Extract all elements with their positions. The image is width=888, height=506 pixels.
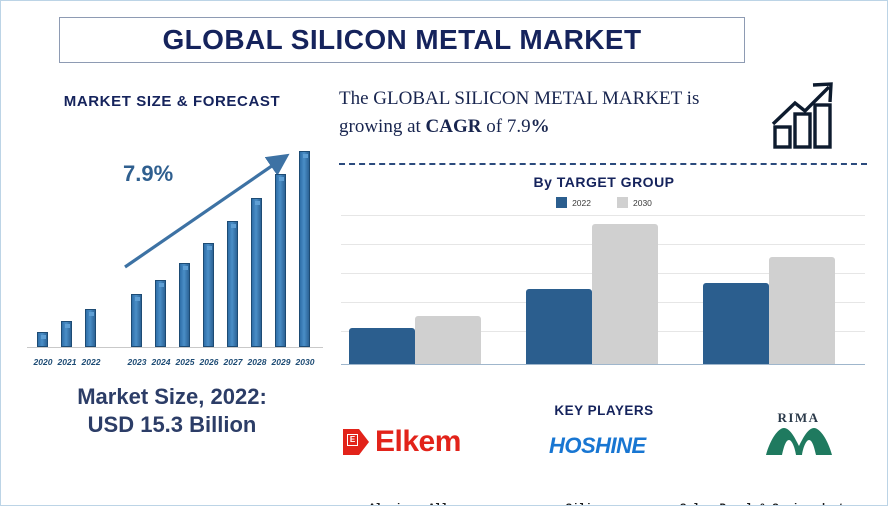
market-size-line-2: USD 15.3 Billion [87, 412, 257, 438]
cagr-statement: The GLOBAL SILICON METAL MARKET is growi… [339, 85, 759, 140]
market-size-forecast-panel: MARKET SIZE & FORECAST 7.9% 2020 2021 2022… [11, 83, 333, 493]
target-group-category-label: Aluminum Alloy [315, 503, 515, 505]
logo-rima[interactable]: RIMA [741, 405, 856, 461]
chart-legend: 2022 2030 [337, 197, 871, 208]
forecast-bar [299, 151, 310, 347]
market-size-line-1: Market Size, 2022: [77, 384, 267, 409]
target-group-bar [415, 316, 481, 364]
page-title: GLOBAL SILICON METAL MARKET [162, 24, 642, 55]
title-box: GLOBAL SILICON METAL MARKET [59, 17, 745, 63]
logo-elkem[interactable]: E Elkem [343, 425, 461, 459]
growth-chart-icon [771, 82, 833, 149]
rima-wordmark: RIMA [777, 410, 820, 425]
forecast-year-label: 2025 [175, 357, 195, 367]
forecast-year-label: 2023 [127, 357, 147, 367]
logo-hoshine[interactable]: HOSHINE [549, 433, 646, 458]
forecast-year-label: 2029 [271, 357, 291, 367]
cagr-statement-pre: The GLOBAL SILICON METAL MARKET is growi… [339, 88, 700, 137]
cagr-statement-mid: of 7.9 [481, 115, 531, 137]
forecast-axis-line [27, 347, 323, 348]
key-players-heading: KEY PLAYERS [554, 403, 654, 418]
legend-item-2030: 2030 [617, 197, 652, 208]
elkem-mark-icon: E [343, 429, 369, 455]
forecast-bar [275, 174, 286, 347]
forecast-year-label: 2030 [295, 357, 315, 367]
target-group-heading: By TARGET GROUP [533, 174, 675, 190]
section-divider-top [339, 163, 867, 165]
forecast-bars: 7.9% [27, 141, 323, 347]
target-group-bar [526, 289, 592, 364]
rima-mountain-icon [765, 428, 832, 455]
elkem-mark-letter: E [347, 434, 358, 446]
cagr-statement-bold-percent: % [530, 115, 550, 137]
forecast-bar [155, 280, 166, 347]
forecast-year-label: 2026 [199, 357, 219, 367]
forecast-bar [131, 294, 142, 347]
market-size-callout: Market Size, 2022: USD 15.3 Billion [11, 383, 333, 439]
forecast-year-label: 2028 [247, 357, 267, 367]
target-group-bar [592, 224, 658, 364]
forecast-bar [227, 221, 238, 347]
target-group-chart: Aluminum AlloySiliconeSolar Panel & Semi… [341, 215, 865, 505]
cagr-statement-bold-cagr: CAGR [425, 115, 482, 137]
legend-swatch-2030 [617, 197, 628, 208]
target-group-bar [769, 257, 835, 364]
right-panel: The GLOBAL SILICON METAL MARKET is growi… [337, 81, 877, 505]
forecast-bar [85, 309, 96, 347]
target-group-category-label: Solar Panel & Semiconductor [669, 503, 869, 505]
legend-item-2022: 2022 [556, 197, 591, 208]
forecast-year-label: 2022 [81, 357, 101, 367]
target-group-bar [703, 283, 769, 364]
forecast-bar [179, 263, 190, 347]
forecast-year-label: 2020 [33, 357, 53, 367]
forecast-bar [61, 321, 72, 347]
elkem-wordmark: Elkem [375, 425, 461, 458]
group-chart-baseline [341, 364, 865, 365]
forecast-year-label: 2027 [223, 357, 243, 367]
forecast-bar [203, 243, 214, 347]
legend-label-2030: 2030 [633, 197, 652, 208]
left-panel-heading: MARKET SIZE & FORECAST [63, 93, 281, 110]
forecast-bar [37, 332, 48, 347]
forecast-year-label: 2024 [151, 357, 171, 367]
market-size-forecast-chart: 7.9% 2020 2021 2022 2023 2024 2025 2026 2027 202… [27, 141, 323, 369]
target-group-category-label: Silicone [492, 503, 692, 505]
legend-swatch-2022 [556, 197, 568, 208]
forecast-bar [251, 198, 262, 347]
forecast-year-label: 2021 [57, 357, 77, 367]
cagr-value-label: 7.9% [123, 161, 174, 186]
target-group-bar [349, 328, 415, 364]
legend-label-2022: 2022 [572, 197, 591, 208]
